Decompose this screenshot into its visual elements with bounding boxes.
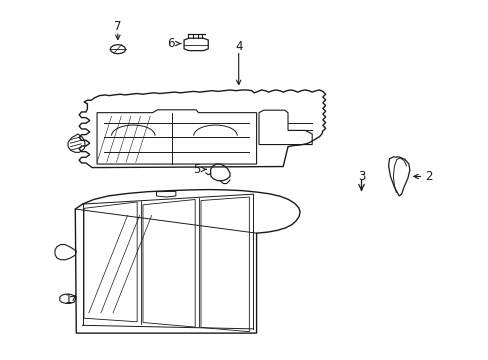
Text: 6: 6 — [167, 37, 174, 50]
Text: 5: 5 — [193, 163, 201, 176]
Text: 3: 3 — [357, 170, 365, 183]
Text: 2: 2 — [425, 170, 432, 183]
Text: 4: 4 — [234, 40, 242, 53]
Text: 1: 1 — [64, 293, 72, 306]
Text: 7: 7 — [114, 21, 122, 33]
